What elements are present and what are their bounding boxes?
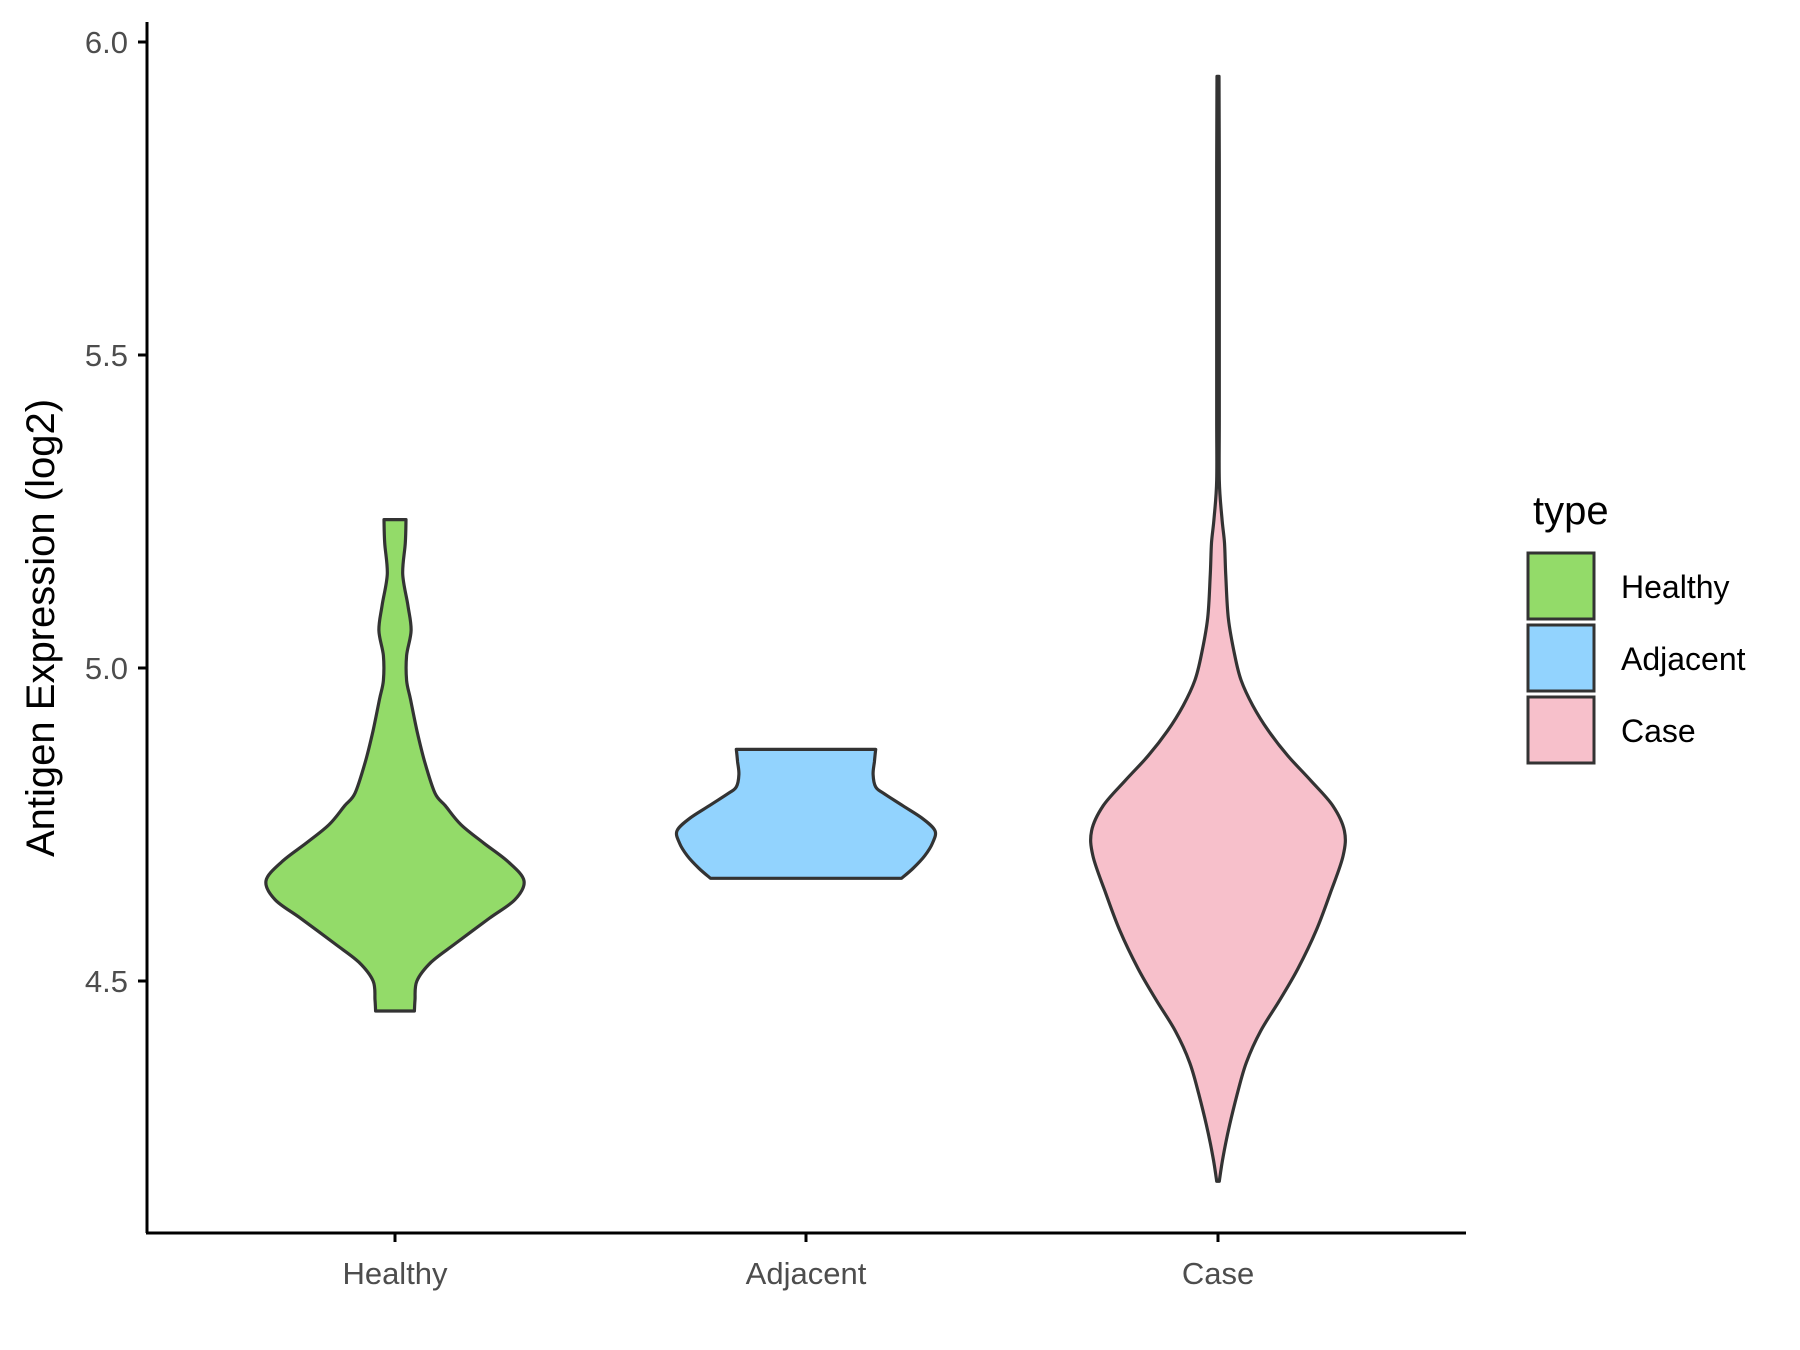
legend: type Healthy Adjacent Case bbox=[1526, 489, 1746, 765]
legend-swatch-adjacent bbox=[1526, 623, 1596, 693]
legend-label-case: Case bbox=[1621, 713, 1696, 749]
violin-healthy bbox=[264, 518, 526, 1013]
x-tick-label: Healthy bbox=[342, 1256, 448, 1291]
legend-swatch-case bbox=[1526, 695, 1596, 765]
x-axis-ticks: Healthy Adjacent Case bbox=[342, 1233, 1254, 1291]
violin-case bbox=[1089, 74, 1347, 1183]
x-tick-label: Case bbox=[1182, 1256, 1254, 1291]
x-tick-label: Adjacent bbox=[746, 1256, 867, 1291]
y-axis-title: Antigen Expression (log2) bbox=[19, 399, 63, 857]
violin-adjacent bbox=[674, 747, 938, 880]
violin-layer bbox=[264, 74, 1347, 1183]
legend-title: type bbox=[1533, 489, 1609, 533]
y-axis-ticks: 4.5 5.0 5.5 6.0 bbox=[85, 25, 147, 999]
y-tick-label: 4.5 bbox=[85, 964, 128, 999]
legend-label-healthy: Healthy bbox=[1621, 569, 1730, 605]
y-tick-label: 5.5 bbox=[85, 338, 128, 373]
legend-swatch-healthy bbox=[1526, 551, 1596, 621]
legend-label-adjacent: Adjacent bbox=[1621, 641, 1746, 677]
y-tick-label: 5.0 bbox=[85, 651, 128, 686]
y-tick-label: 6.0 bbox=[85, 25, 128, 60]
